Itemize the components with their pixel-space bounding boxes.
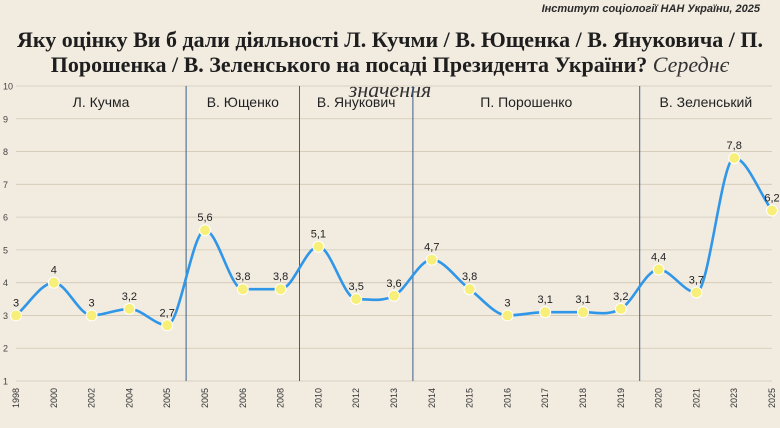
data-label: 6,2 <box>764 193 779 205</box>
data-point <box>614 302 627 315</box>
data-label: 3,2 <box>613 291 628 303</box>
data-point <box>47 276 60 289</box>
data-label: 3 <box>13 297 19 309</box>
y-tick-label: 3 <box>3 311 8 321</box>
x-tick-label: 2002 <box>87 388 97 408</box>
data-labels: 3 4 3 3,2 2,7 5,6 3,8 3,8 5,1 3,5 3,6 4,7 3,8 3 3,1 3,1… <box>13 140 780 319</box>
data-label: 3,8 <box>235 271 250 283</box>
data-label: 3 <box>89 297 95 309</box>
y-tick-label: 9 <box>3 114 8 124</box>
data-point <box>539 306 552 319</box>
x-tick-label: 2021 <box>691 388 701 408</box>
data-label: 4 <box>51 265 57 277</box>
data-point <box>652 263 665 276</box>
data-point <box>577 306 589 319</box>
y-tick-label: 1 <box>3 377 8 387</box>
x-tick-label: 2006 <box>238 388 248 408</box>
data-point <box>236 283 249 296</box>
period-label: В. Зеленський <box>660 94 753 110</box>
x-axis: 1998 2000 2002 2004 2005 2005 2006 2008 2010 2012… <box>11 388 777 408</box>
data-label: 3,1 <box>575 294 590 306</box>
data-label: 3,8 <box>462 271 477 283</box>
data-point <box>728 152 741 165</box>
data-label: 5,1 <box>311 229 326 241</box>
chart-subtitle: Середнє значення <box>348 52 730 102</box>
data-point <box>312 240 325 253</box>
x-tick-label: 2008 <box>276 388 286 408</box>
x-tick-label: 2010 <box>313 388 323 408</box>
period-dividers <box>185 86 641 381</box>
data-label: 4,4 <box>651 252 666 264</box>
data-label: 3,5 <box>349 281 364 293</box>
y-axis: 1 2 3 4 5 6 7 8 9 10 <box>3 82 13 387</box>
data-point <box>425 253 438 266</box>
x-tick-label: 2016 <box>502 388 512 408</box>
x-tick-label: 2005 <box>162 388 172 408</box>
x-tick-label: 2013 <box>389 388 399 408</box>
y-tick-label: 5 <box>3 245 8 255</box>
chart-title-block: Яку оцінку Ви б дали діяльності Л. Кучми… <box>10 27 770 102</box>
data-label: 3,8 <box>273 271 288 283</box>
y-tick-label: 8 <box>3 147 8 157</box>
period-label: В. Ющенко <box>207 94 279 110</box>
data-label: 3 <box>504 297 510 309</box>
data-label: 4,7 <box>424 242 439 254</box>
x-tick-label: 2012 <box>351 388 361 408</box>
source-note: Інститут соціології НАН України, 2025 <box>541 3 760 15</box>
x-tick-label: 2019 <box>616 388 626 408</box>
x-tick-label: 2018 <box>578 388 588 408</box>
data-label: 2,7 <box>160 307 175 319</box>
grid-lines <box>16 85 772 382</box>
period-label: Л. Кучма <box>73 94 130 110</box>
data-point <box>350 293 363 306</box>
period-labels: Л. Кучма В. Ющенко В. Янукович П. Порошенко… <box>73 94 753 110</box>
data-label: 5,6 <box>197 212 212 224</box>
x-tick-label: 2000 <box>49 388 59 408</box>
data-label: 7,8 <box>727 140 742 152</box>
data-point <box>690 286 703 299</box>
y-tick-label: 4 <box>3 278 8 288</box>
data-label: 3,1 <box>538 294 553 306</box>
x-tick-label: 2015 <box>465 388 475 408</box>
data-point <box>10 309 22 322</box>
x-tick-label: 2023 <box>729 388 739 408</box>
y-tick-label: 7 <box>3 180 8 190</box>
x-tick-label: 2020 <box>654 388 664 408</box>
data-point <box>199 224 211 237</box>
data-point <box>388 289 400 302</box>
data-label: 3,6 <box>386 278 401 290</box>
y-tick-label: 10 <box>3 82 13 92</box>
period-label: П. Порошенко <box>480 94 572 110</box>
y-tick-label: 2 <box>3 344 8 354</box>
x-tick-label: 2004 <box>124 388 134 408</box>
y-tick-label: 6 <box>3 213 8 223</box>
data-point <box>85 309 98 322</box>
data-point <box>463 283 476 296</box>
x-tick-label: 2005 <box>200 388 210 408</box>
x-tick-label: 2014 <box>427 388 437 408</box>
data-point <box>123 302 136 315</box>
data-point <box>501 309 514 322</box>
chart-title: Яку оцінку Ви б дали діяльності Л. Кучми… <box>17 27 763 77</box>
data-label: 3,7 <box>689 275 704 287</box>
data-point <box>766 204 778 217</box>
data-points <box>10 152 778 332</box>
data-label: 3,2 <box>122 291 137 303</box>
period-label: В. Янукович <box>317 94 396 110</box>
x-tick-label: 2017 <box>540 388 550 408</box>
x-tick-label: 1998 <box>11 388 21 408</box>
data-point <box>274 283 287 296</box>
data-point <box>161 319 174 332</box>
x-tick-label: 2025 <box>767 388 777 408</box>
